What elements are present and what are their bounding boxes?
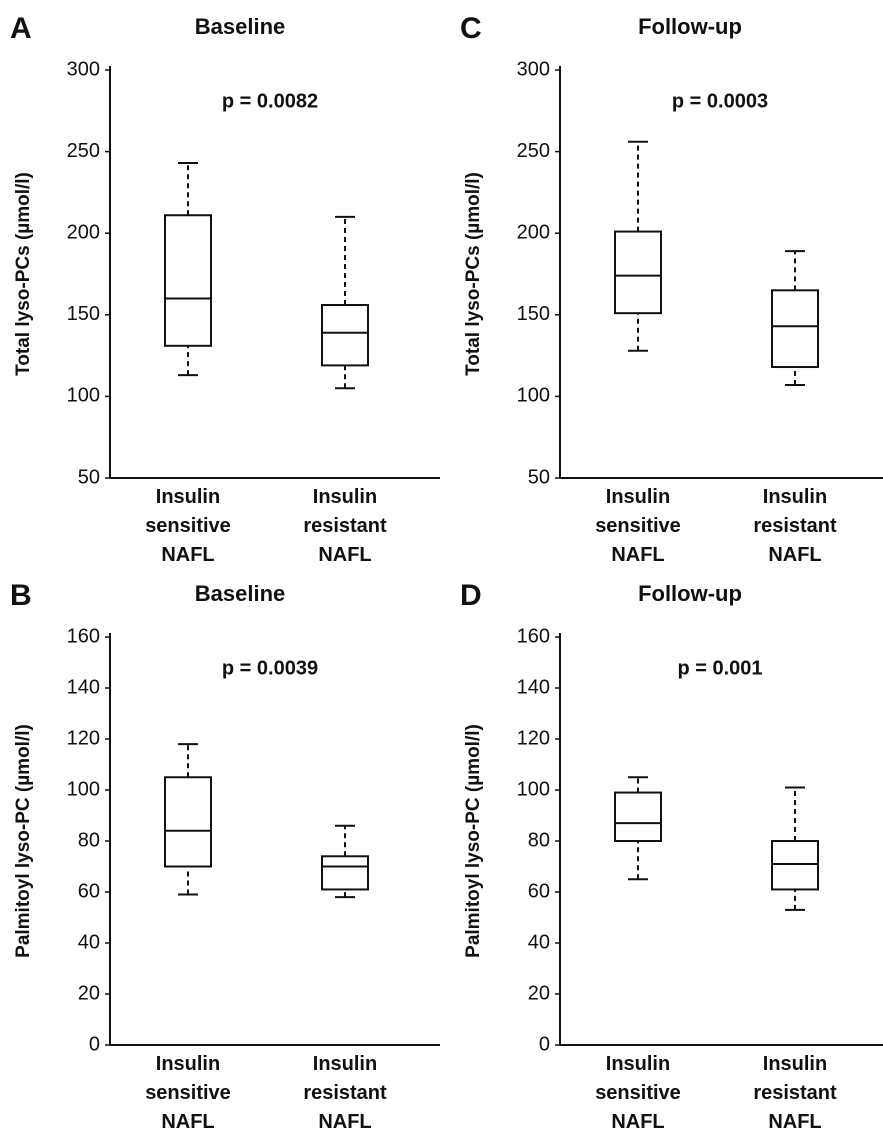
panel-letter: C [460, 12, 482, 45]
y-tick-label: 150 [67, 303, 100, 325]
x-tick-label: Insulin resistant NAFL [753, 486, 837, 566]
y-tick-label: 100 [67, 385, 100, 407]
panel-letter: D [460, 579, 482, 612]
x-tick-line: NAFL [318, 544, 371, 566]
y-axis-label: Palmitoyl lyso-PC (µmol/l) [13, 724, 34, 958]
annotation: p = 0.0003 [672, 90, 768, 112]
box [614, 791, 662, 843]
y-tick-label: 0 [539, 1033, 550, 1055]
panel: A Baseline p = 0.0082 Total lyso-PCs (µmol/… [10, 12, 440, 566]
box [614, 230, 662, 315]
y-tick-label: 80 [78, 829, 100, 851]
panel-letter: B [10, 579, 32, 612]
y-tick-label: 40 [78, 931, 100, 953]
x-tick-label: Insulin resistant NAFL [303, 486, 387, 566]
box [321, 855, 369, 891]
x-tick-line: Insulin [313, 486, 377, 508]
y-axis-label: Total lyso-PCs (µmol/l) [463, 172, 484, 376]
x-tick-label: Insulin resistant NAFL [753, 1053, 837, 1133]
x-tick-line: Insulin [763, 1053, 827, 1075]
y-tick-label: 60 [78, 880, 100, 902]
y-tick-label: 100 [67, 778, 100, 800]
chart-title: Baseline [195, 14, 286, 39]
x-tick-line: Insulin [606, 486, 670, 508]
box [164, 776, 212, 868]
x-tick-line: Insulin [606, 1053, 670, 1075]
x-tick-label: Insulin resistant NAFL [303, 1053, 387, 1133]
panel-letter: A [10, 12, 32, 45]
x-tick-line: sensitive [595, 515, 681, 537]
y-tick-label: 250 [67, 140, 100, 162]
y-tick-label: 200 [517, 221, 550, 243]
panel: B Baseline p = 0.0039 Palmitoyl lyso-PC (µm… [10, 579, 440, 1133]
y-tick-label: 160 [67, 625, 100, 647]
annotation: p = 0.0082 [222, 90, 318, 112]
y-tick-label: 20 [78, 982, 100, 1004]
x-tick-line: Insulin [313, 1053, 377, 1075]
x-tick-line: resistant [753, 1082, 837, 1104]
x-tick-label: Insulin sensitive NAFL [145, 1053, 231, 1133]
y-tick-label: 150 [517, 303, 550, 325]
x-tick-line: NAFL [161, 544, 214, 566]
y-tick-label: 120 [517, 727, 550, 749]
y-tick-label: 100 [517, 778, 550, 800]
x-tick-line: sensitive [145, 515, 231, 537]
y-tick-label: 120 [67, 727, 100, 749]
x-tick-line: NAFL [768, 1111, 821, 1133]
y-tick-label: 300 [67, 58, 100, 80]
chart-title: Follow-up [638, 581, 742, 606]
chart-title: Follow-up [638, 14, 742, 39]
x-tick-line: Insulin [156, 1053, 220, 1075]
y-tick-label: 300 [517, 58, 550, 80]
y-tick-label: 250 [517, 140, 550, 162]
panel: C Follow-up p = 0.0003 Total lyso-PCs (µmol… [460, 12, 883, 566]
y-tick-label: 60 [528, 880, 550, 902]
x-tick-line: NAFL [611, 1111, 664, 1133]
y-tick-label: 50 [528, 466, 550, 488]
x-tick-line: sensitive [145, 1082, 231, 1104]
box [321, 304, 369, 367]
y-tick-label: 20 [528, 982, 550, 1004]
box [771, 289, 819, 369]
y-tick-label: 80 [528, 829, 550, 851]
y-tick-label: 100 [517, 385, 550, 407]
x-tick-line: resistant [303, 515, 387, 537]
x-tick-label: Insulin sensitive NAFL [595, 1053, 681, 1133]
y-tick-label: 200 [67, 221, 100, 243]
y-tick-label: 140 [517, 676, 550, 698]
x-tick-line: sensitive [595, 1082, 681, 1104]
x-tick-line: NAFL [318, 1111, 371, 1133]
y-tick-label: 0 [89, 1033, 100, 1055]
box [164, 214, 212, 347]
box [771, 840, 819, 891]
y-tick-label: 50 [78, 466, 100, 488]
x-tick-line: NAFL [161, 1111, 214, 1133]
x-tick-label: Insulin sensitive NAFL [145, 486, 231, 566]
y-tick-label: 160 [517, 625, 550, 647]
x-tick-line: NAFL [768, 544, 821, 566]
x-tick-label: Insulin sensitive NAFL [595, 486, 681, 566]
x-tick-line: resistant [753, 515, 837, 537]
y-tick-label: 140 [67, 676, 100, 698]
annotation: p = 0.0039 [222, 657, 318, 679]
x-tick-line: NAFL [611, 544, 664, 566]
x-tick-line: Insulin [763, 486, 827, 508]
x-tick-line: resistant [303, 1082, 387, 1104]
panel: D Follow-up p = 0.001 Palmitoyl lyso-PC (µm… [460, 579, 883, 1133]
y-axis-label: Palmitoyl lyso-PC (µmol/l) [463, 724, 484, 958]
y-axis-label: Total lyso-PCs (µmol/l) [13, 172, 34, 376]
chart-title: Baseline [195, 581, 286, 606]
y-tick-label: 40 [528, 931, 550, 953]
x-tick-line: Insulin [156, 486, 220, 508]
annotation: p = 0.001 [677, 657, 762, 679]
